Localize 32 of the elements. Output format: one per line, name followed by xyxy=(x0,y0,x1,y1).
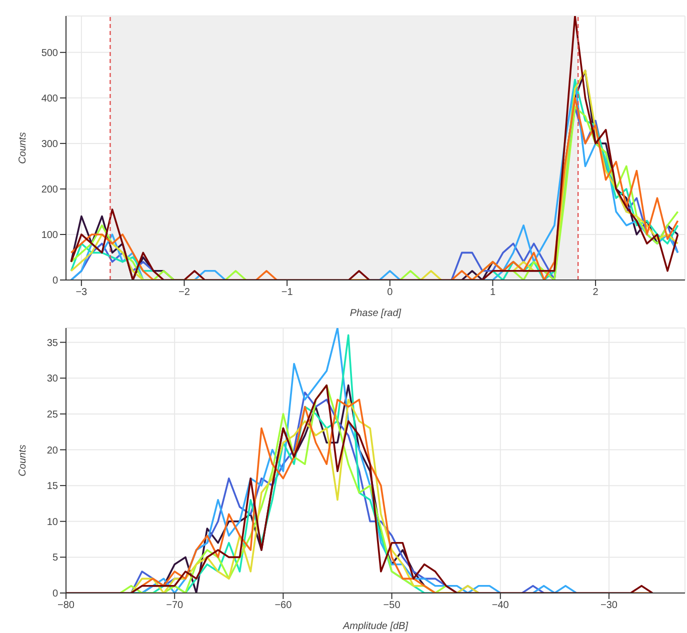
y-axis-title: Counts xyxy=(18,444,29,476)
y-tick-label: 15 xyxy=(46,481,58,492)
y-tick-label: 30 xyxy=(46,374,58,385)
y-tick-label: 20 xyxy=(46,445,58,456)
x-tick-label: −60 xyxy=(274,600,292,612)
y-tick-label: 500 xyxy=(41,48,58,59)
x-tick-label: −50 xyxy=(383,600,401,612)
y-axis-title: Counts xyxy=(18,132,29,164)
line-series xyxy=(70,16,679,280)
y-tick-label: 25 xyxy=(46,409,58,420)
x-tick-label: −1 xyxy=(281,287,294,298)
x-tick-label: 2 xyxy=(592,287,599,298)
line-series xyxy=(66,384,654,593)
y-tick-label: 10 xyxy=(46,516,58,528)
y-tick-label: 300 xyxy=(41,139,58,150)
y-tick-label: 100 xyxy=(41,230,58,242)
x-tick-label: −2 xyxy=(178,287,190,298)
x-tick-label: 1 xyxy=(490,287,496,298)
x-tick-label: 0 xyxy=(387,287,394,298)
y-tick-label: 400 xyxy=(41,93,58,104)
x-tick-label: −40 xyxy=(492,600,510,612)
x-axis-title: Phase [rad] xyxy=(350,308,402,319)
x-tick-label: −80 xyxy=(58,600,75,612)
x-tick-label: −70 xyxy=(166,600,184,612)
y-tick-label: 0 xyxy=(52,276,58,287)
x-tick-label: −3 xyxy=(76,287,88,298)
x-tick-label: −30 xyxy=(600,600,618,612)
y-tick-label: 0 xyxy=(52,588,58,600)
x-axis-title: Amplitude [dB] xyxy=(342,621,408,632)
y-tick-label: 35 xyxy=(46,338,58,349)
y-tick-label: 200 xyxy=(41,184,58,196)
y-tick-label: 5 xyxy=(52,552,58,564)
